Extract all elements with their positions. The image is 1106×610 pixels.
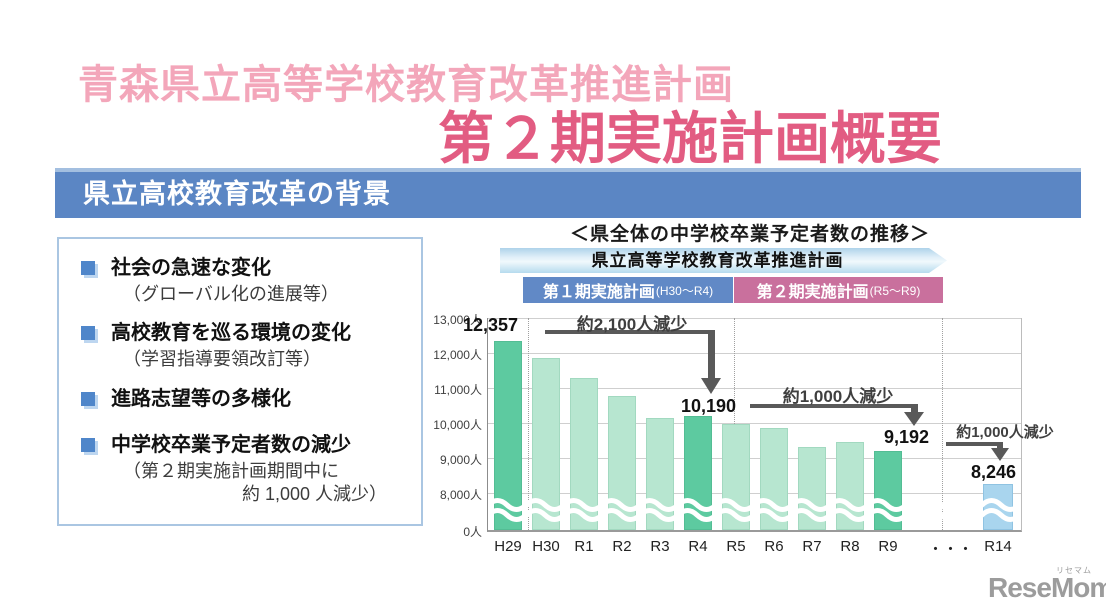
- logo-ruby-text: リセマム: [1056, 566, 1092, 575]
- list-item-note: （グローバル化の進展等）: [123, 284, 339, 304]
- grid-line: [488, 353, 1021, 354]
- x-tick-label: R14: [984, 538, 1012, 555]
- grid-line: [488, 493, 1021, 494]
- x-tick-label: R7: [802, 538, 822, 555]
- background-factors-box: 社会の急速な変化 （グローバル化の進展等） 高校教育を巡る環境の変化 （学習指導…: [57, 237, 423, 526]
- list-item-title: 社会の急速な変化: [111, 257, 271, 279]
- period-boundary-line: [942, 318, 943, 530]
- list-item: 社会の急速な変化 （グローバル化の進展等）: [79, 255, 411, 306]
- axis-break-wave: [488, 498, 1021, 522]
- period-2-label: 第２期実施計画: [756, 284, 869, 301]
- list-item-title: 進路志望等の多様化: [111, 387, 291, 410]
- x-tick-label: H29: [494, 538, 522, 555]
- bar-R7: [798, 447, 826, 530]
- period-boundary-line: [734, 318, 735, 530]
- x-tick-label: ・・・: [928, 541, 974, 558]
- list-item: 進路志望等の多様化: [79, 386, 411, 412]
- y-tick-label: 11,000人: [434, 383, 482, 397]
- arrow-down-icon: [904, 412, 924, 426]
- square-bullet-icon: [81, 326, 95, 341]
- list-item-note: （学習指導要領改訂等）: [123, 349, 321, 370]
- plan-banner-arrow: 県立高等学校教育改革推進計画: [500, 248, 947, 273]
- x-tick-label: R2: [612, 538, 632, 555]
- period-1-box: 第１期実施計画 (H30～R4): [523, 277, 733, 303]
- grid-line: [488, 388, 1021, 389]
- annotation-arrow-line: [946, 442, 1003, 446]
- y-tick-label: 0人: [463, 525, 482, 539]
- annotation-decrease-1: 約2,100人減少: [576, 315, 688, 334]
- list-item-title: 中学校卒業予定者数の減少: [111, 433, 351, 456]
- data-label: 8,246: [971, 462, 1017, 482]
- annotation-arrow-line: [545, 330, 713, 334]
- section-header: 県立高校教育改革の背景: [55, 168, 1081, 218]
- data-label: 10,190: [681, 396, 737, 416]
- arrow-down-icon: [991, 448, 1009, 461]
- y-tick-label: 12,000人: [433, 348, 482, 362]
- annotation-arrow-line: [708, 330, 715, 380]
- logo-text: ReseMom.: [988, 572, 1106, 603]
- bar-chart-plot: H29 H30 R1 R2 R3 R4 R5 R6 R7 R8 R9 ・・・ R14: [487, 318, 1022, 558]
- square-bullet-icon: [81, 261, 95, 275]
- grid-line: [488, 458, 1021, 459]
- square-bullet-icon: [81, 391, 95, 406]
- document-title: 青森県立高等学校教育改革推進計画: [78, 63, 734, 107]
- period-boundary-line: [528, 318, 529, 530]
- x-tick-label: R1: [574, 538, 594, 555]
- square-bullet-icon: [81, 437, 95, 452]
- chart-title: ＜県全体の中学校卒業予定者数の推移＞: [569, 224, 930, 245]
- x-tick-label: R9: [878, 538, 898, 555]
- x-tick-label: H30: [532, 538, 560, 555]
- y-tick-label: 8,000人: [439, 488, 482, 502]
- period-1-range: (H30～R4): [655, 283, 714, 298]
- list-item-note: 約 1,000 人減少）: [241, 484, 387, 505]
- grid-line: [488, 423, 1021, 424]
- annotation-decrease-3: 約1,000人減少: [956, 424, 1054, 441]
- x-tick-label: R3: [650, 538, 670, 555]
- annotation-arrow-line: [997, 442, 1003, 450]
- annotation-arrow-line: [911, 404, 918, 414]
- grid-line: [488, 318, 1021, 319]
- section-header-label: 県立高校教育改革の背景: [83, 179, 391, 209]
- arrow-down-icon: [701, 378, 721, 394]
- document-subtitle: 第２期実施計画概要: [438, 107, 942, 170]
- y-tick-label: 10,000人: [433, 418, 482, 432]
- period-2-box: 第２期実施計画 (R5～R9): [734, 277, 943, 303]
- plan-banner-label: 県立高等学校教育改革推進計画: [591, 251, 844, 270]
- list-item: 中学校卒業予定者数の減少 （第２期実施計画期間中に 約 1,000 人減少）: [79, 432, 411, 507]
- annotation-decrease-2: 約1,000人減少: [782, 387, 894, 406]
- resemom-logo: リセマム ReseMom.: [988, 566, 1106, 602]
- x-tick-label: R5: [726, 538, 746, 555]
- y-tick-label: 13,000人: [433, 313, 482, 327]
- list-item-title: 高校教育を巡る環境の変化: [111, 322, 351, 345]
- data-label: 9,192: [884, 427, 930, 447]
- x-tick-label: R8: [840, 538, 860, 555]
- y-tick-label: 9,000人: [439, 453, 482, 467]
- annotation-arrow-line: [750, 404, 917, 408]
- x-tick-label: R6: [764, 538, 784, 555]
- period-2-range: (R5～R9): [869, 283, 921, 298]
- period-1-label: 第１期実施計画: [542, 284, 655, 301]
- data-label: 12,357: [463, 315, 519, 335]
- list-item: 高校教育を巡る環境の変化 （学習指導要領改訂等）: [79, 320, 411, 371]
- x-tick-label: R4: [688, 538, 708, 555]
- list-item-note: （第２期実施計画期間中に: [123, 460, 339, 481]
